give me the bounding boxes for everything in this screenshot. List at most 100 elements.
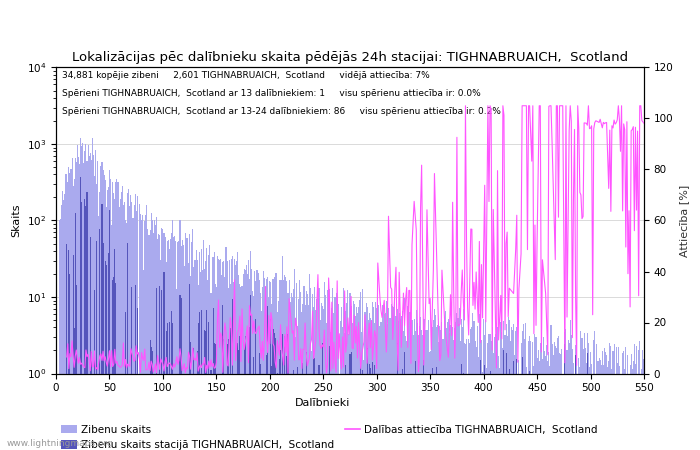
Bar [346,303,347,450]
Bar [61,205,62,450]
Bar [613,407,615,450]
Bar [379,375,381,450]
Bar [499,387,500,450]
Bar [499,368,500,450]
Bar [349,293,351,450]
Bar [341,423,342,450]
Bar [637,374,638,450]
Bar [201,310,202,450]
Bar [313,306,314,450]
Bar [361,332,363,450]
Bar [465,344,466,450]
Bar [389,318,390,450]
Bar [497,327,498,450]
Bar [247,274,248,450]
Bar [421,330,422,450]
Bar [368,320,369,450]
Bar [230,328,231,450]
Bar [88,144,89,450]
Bar [205,261,206,450]
Bar [480,320,481,450]
Bar [494,408,495,450]
Bar [314,287,315,450]
Bar [369,364,370,450]
Bar [114,199,116,450]
Bar [206,248,207,450]
Bar [505,353,507,450]
Bar [606,355,607,450]
Bar [59,220,60,450]
Bar [148,235,150,450]
Bar [586,363,587,450]
Bar [615,374,616,450]
Bar [256,270,258,450]
Bar [480,360,481,450]
Bar [97,161,98,450]
Bar [125,220,126,450]
Bar [228,339,229,450]
Bar [80,138,81,450]
Bar [95,150,96,450]
Bar [367,306,368,450]
Bar [400,319,401,450]
Bar [258,280,260,450]
Bar [327,290,328,450]
Bar [418,382,419,450]
Bar [463,309,464,450]
Bar [406,341,407,450]
Bar [267,277,268,450]
Bar [300,292,302,450]
Bar [118,207,120,450]
Bar [592,434,593,450]
Bar [438,395,440,450]
Bar [345,311,346,450]
Bar [360,360,361,450]
Bar [408,310,409,450]
Bar [316,299,317,450]
Bar [522,357,523,450]
Bar [407,306,408,450]
Bar [223,261,225,450]
Bar [248,260,249,450]
Bar [302,304,304,450]
Y-axis label: Skaits: Skaits [11,204,21,237]
Bar [319,379,321,450]
Bar [249,279,250,450]
Bar [422,335,423,450]
Bar [220,259,221,450]
Bar [207,280,209,450]
Bar [223,338,225,450]
Bar [539,360,540,450]
Text: Spērieni TIGHNABRUAICH,  Scotland ar 13 dalībniekiem: 1     visu spērienu attiec: Spērieni TIGHNABRUAICH, Scotland ar 13 d… [62,89,481,98]
Bar [573,363,574,450]
Bar [251,269,252,450]
Bar [530,342,531,450]
Bar [404,352,405,450]
Bar [239,336,240,450]
Bar [436,367,437,450]
Bar [562,416,564,450]
Bar [590,352,591,450]
Bar [376,308,377,450]
Bar [371,411,372,450]
Bar [568,427,570,450]
Bar [554,385,556,450]
Bar [430,423,432,450]
Bar [314,358,315,450]
Bar [491,328,493,450]
Bar [402,311,403,450]
Bar [481,340,482,450]
Bar [525,324,526,450]
Bar [609,343,610,450]
Bar [245,270,246,450]
Bar [235,265,236,450]
Bar [280,280,281,450]
Bar [63,200,64,450]
Bar [622,379,623,450]
Bar [250,251,251,450]
Bar [84,151,85,450]
Bar [400,413,401,450]
Bar [134,194,136,450]
Bar [243,274,244,450]
Bar [412,390,414,450]
